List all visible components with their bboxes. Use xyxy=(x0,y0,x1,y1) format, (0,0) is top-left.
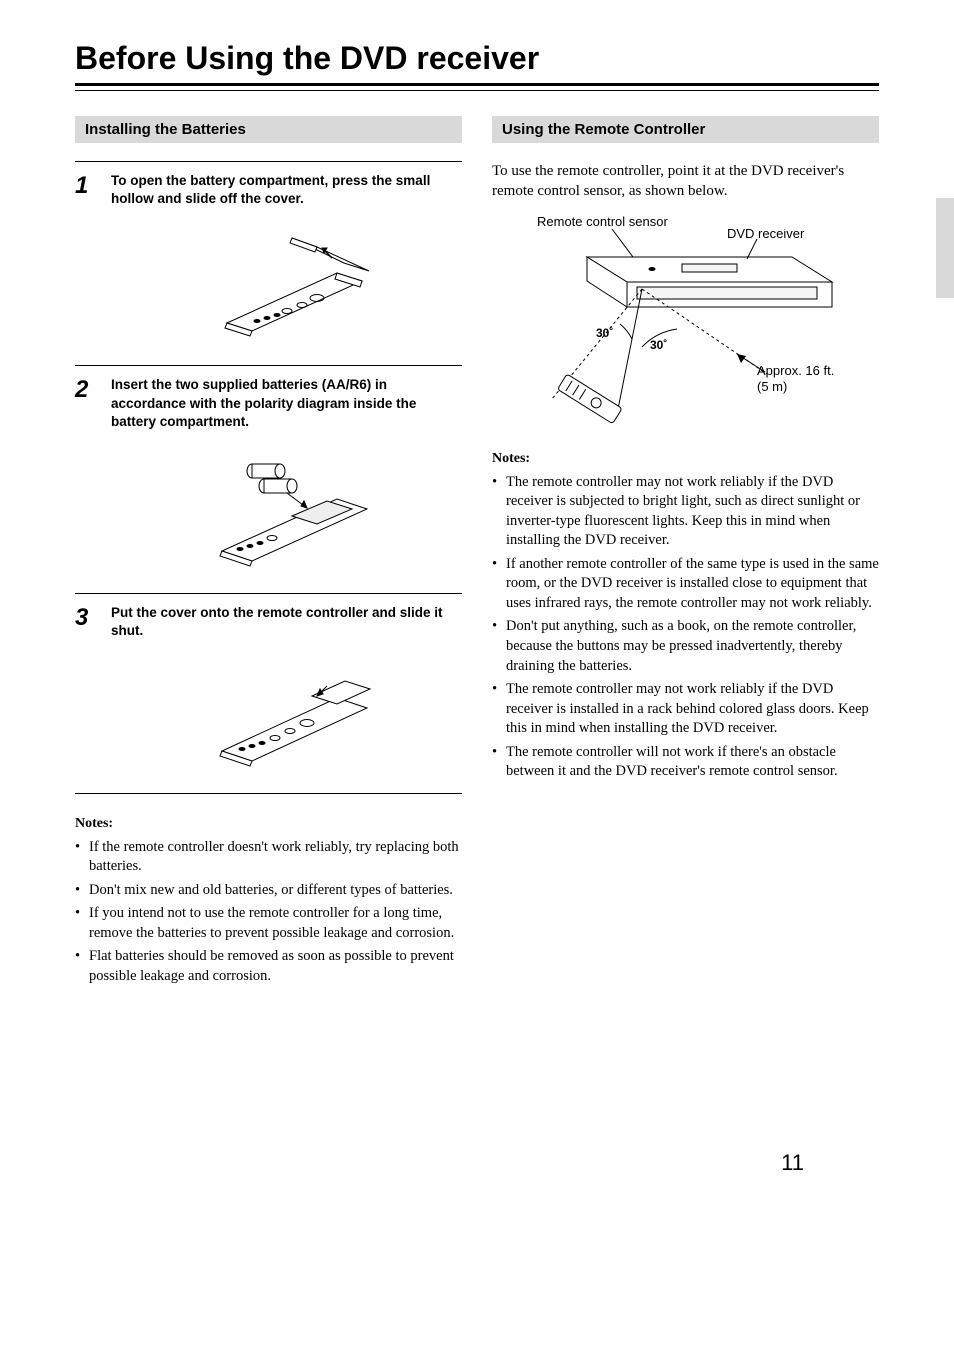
notes-list-left: If the remote controller doesn't work re… xyxy=(75,838,462,987)
step-number: 2 xyxy=(75,376,111,583)
step-text: Insert the two supplied batteries (AA/R6… xyxy=(111,376,462,431)
distance-label-2: (5 m) xyxy=(757,379,787,394)
device-label-text: DVD receiver xyxy=(727,229,805,241)
step-list: 1 To open the battery compartment, press… xyxy=(75,161,462,794)
sensor-label: Remote control sensor xyxy=(537,214,879,229)
title-rule-thick xyxy=(75,83,879,86)
step-bottom-rule xyxy=(75,793,462,794)
step-2-illustration xyxy=(111,446,462,571)
angle-label-2: 30˚ xyxy=(650,338,667,352)
step-number: 3 xyxy=(75,604,111,782)
note-item: Flat batteries should be removed as soon… xyxy=(75,947,462,986)
note-item: The remote controller may not work relia… xyxy=(492,473,879,551)
step-number: 1 xyxy=(75,172,111,355)
note-item: If you intend not to use the remote cont… xyxy=(75,904,462,943)
page-number: 11 xyxy=(781,1150,804,1176)
step-3: 3 Put the cover onto the remote controll… xyxy=(75,593,462,782)
side-tab xyxy=(936,198,954,298)
note-item: The remote controller may not work relia… xyxy=(492,680,879,739)
remote-open-cover-icon xyxy=(187,223,387,343)
angle-label-1: 30˚ xyxy=(596,326,613,340)
note-item: The remote controller will not work if t… xyxy=(492,743,879,782)
notes-list-right: The remote controller may not work relia… xyxy=(492,473,879,782)
left-column: Installing the Batteries 1 To open the b… xyxy=(75,116,462,990)
section-heading-remote: Using the Remote Controller xyxy=(492,116,879,143)
title-rule-thin xyxy=(75,90,879,91)
remote-insert-batteries-icon xyxy=(182,446,392,571)
remote-sensor-diagram: Remote control sensor DVD receiver xyxy=(532,214,879,429)
page-title: Before Using the DVD receiver xyxy=(75,40,879,77)
step-1-illustration xyxy=(111,223,462,343)
note-item: Don't mix new and old batteries, or diff… xyxy=(75,881,462,901)
step-2: 2 Insert the two supplied batteries (AA/… xyxy=(75,365,462,583)
right-column: Using the Remote Controller To use the r… xyxy=(492,116,879,990)
step-3-illustration xyxy=(111,656,462,771)
note-item: Don't put anything, such as a book, on t… xyxy=(492,617,879,676)
distance-label-1: Approx. 16 ft. xyxy=(757,363,834,378)
note-item: If the remote controller doesn't work re… xyxy=(75,838,462,877)
step-1: 1 To open the battery compartment, press… xyxy=(75,161,462,355)
note-item: If another remote controller of the same… xyxy=(492,555,879,614)
section-heading-batteries: Installing the Batteries xyxy=(75,116,462,143)
step-text: To open the battery compartment, press t… xyxy=(111,172,462,208)
remote-sensor-diagram-svg: DVD receiver xyxy=(532,229,872,424)
intro-paragraph: To use the remote controller, point it a… xyxy=(492,161,879,202)
page-footer: 11 xyxy=(75,1150,879,1210)
step-text: Put the cover onto the remote controller… xyxy=(111,604,462,640)
notes-heading-left: Notes: xyxy=(75,816,462,832)
notes-heading-right: Notes: xyxy=(492,451,879,467)
remote-close-cover-icon xyxy=(187,656,387,771)
two-column-layout: Installing the Batteries 1 To open the b… xyxy=(75,116,879,990)
